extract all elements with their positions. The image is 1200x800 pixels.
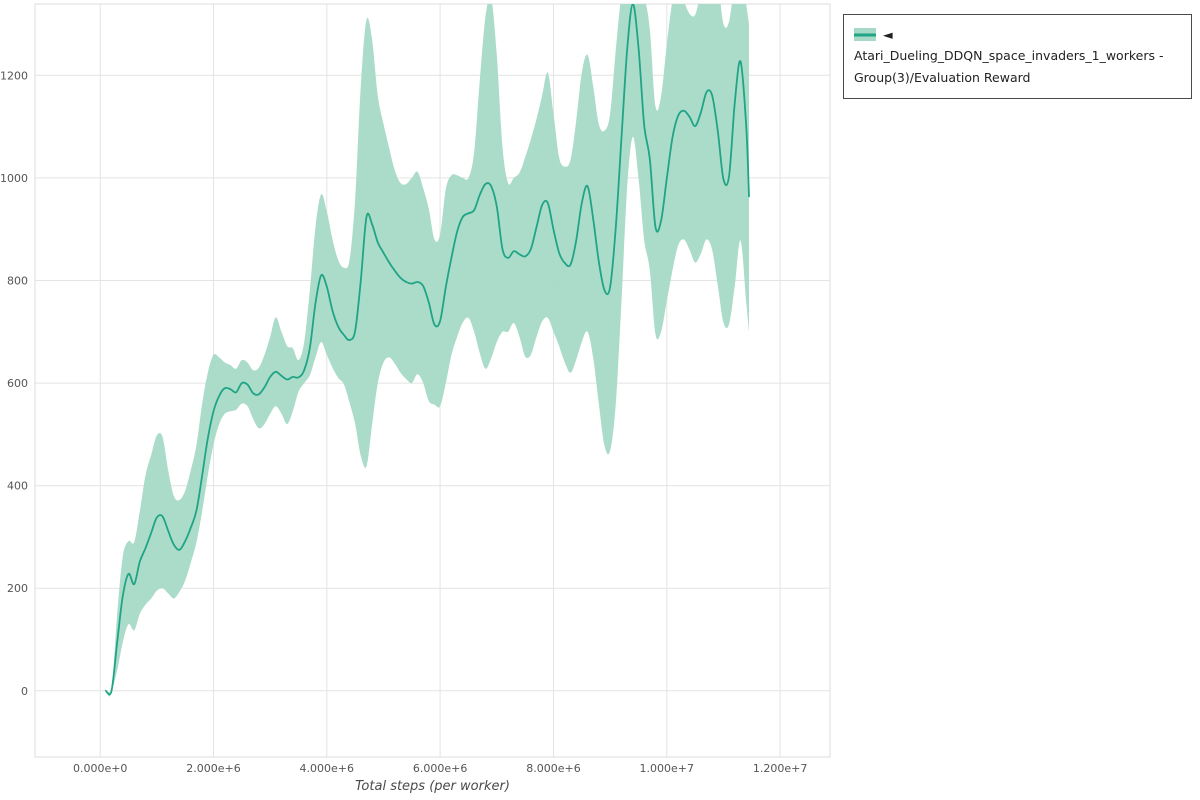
plot-border <box>34 3 831 758</box>
x-tick-label: 4.000e+6 <box>300 762 354 775</box>
legend-label: ◄ Atari_Dueling_DDQN_space_invaders_1_wo… <box>854 27 1164 85</box>
legend-swatch <box>854 28 876 41</box>
y-tick-label: 200 <box>7 582 28 595</box>
x-tick-label: 6.000e+6 <box>413 762 467 775</box>
y-tick-label: 0 <box>21 685 28 698</box>
x-tick-label: 1.200e+7 <box>753 762 807 775</box>
x-tick-label: 1.000e+7 <box>640 762 694 775</box>
x-axis-title: Total steps (per worker) <box>355 779 510 794</box>
y-tick-label: 600 <box>7 377 28 390</box>
y-tick-label: 1200 <box>0 69 28 82</box>
y-tick-label: 400 <box>7 480 28 493</box>
y-tick-label: 800 <box>7 275 28 288</box>
x-tick-label: 2.000e+6 <box>186 762 240 775</box>
y-tick-label: 1000 <box>0 172 28 185</box>
confidence-band <box>105 4 749 697</box>
x-tick-label: 8.000e+6 <box>526 762 580 775</box>
x-tick-label: 0.000e+0 <box>73 762 127 775</box>
series-line <box>104 4 750 696</box>
legend[interactable]: ◄ Atari_Dueling_DDQN_space_invaders_1_wo… <box>843 14 1192 99</box>
legend-line-swatch <box>854 33 876 36</box>
